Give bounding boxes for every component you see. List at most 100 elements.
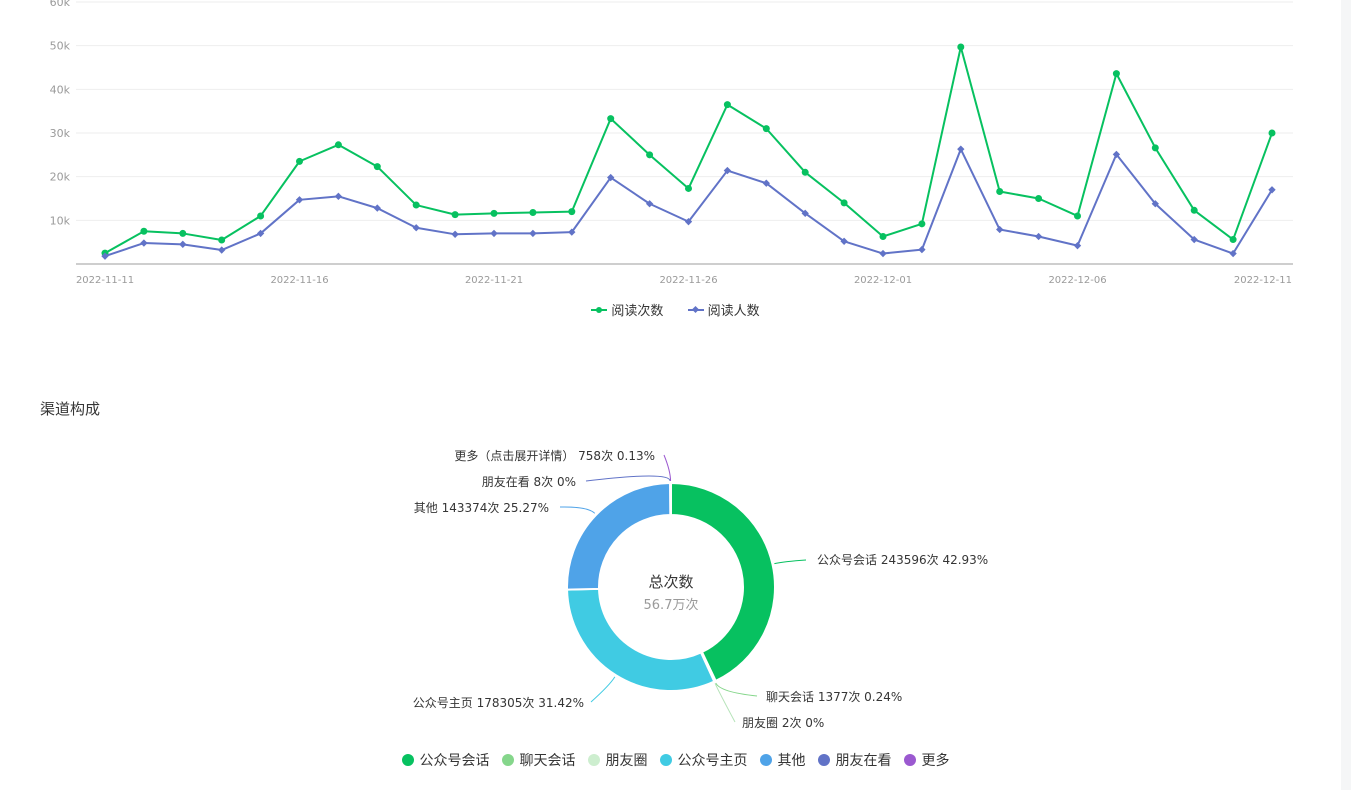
callout-line-6 <box>663 454 672 482</box>
data-point-s0-24[interactable] <box>1035 195 1043 202</box>
data-point-s0-11[interactable] <box>529 208 537 216</box>
data-point-s1-25[interactable] <box>1073 241 1082 250</box>
donut-slice-6[interactable] <box>669 481 672 517</box>
donut-slice-1[interactable] <box>699 650 718 683</box>
data-point-s1-6[interactable] <box>334 192 343 200</box>
data-point-s0-12[interactable] <box>568 208 576 216</box>
donut-legend-label-0: 公众号会话 <box>419 753 490 769</box>
data-point-s1-19[interactable] <box>840 237 848 245</box>
x-tick-label: 2022-12-06 <box>1048 275 1106 286</box>
data-point-s1-18[interactable] <box>801 209 809 218</box>
series-line-1 <box>104 148 1273 258</box>
data-point-s0-8[interactable] <box>412 201 420 209</box>
data-point-s0-1[interactable] <box>140 227 148 235</box>
donut-legend: 公众号会话 聊天会话 朋友圈 公众号主页 其他 朋友在看 更多 <box>0 750 1351 770</box>
legend-item-read-count[interactable]: 阅读次数 <box>591 300 663 319</box>
data-point-s0-19[interactable] <box>840 199 848 207</box>
legend-label-read-count: 阅读次数 <box>611 304 664 319</box>
data-point-s0-29[interactable] <box>1229 236 1237 244</box>
data-point-s1-3[interactable] <box>218 246 226 254</box>
data-point-s0-13[interactable] <box>607 115 615 123</box>
data-point-s0-5[interactable] <box>296 157 303 165</box>
donut-center-title: 总次数 <box>648 573 693 591</box>
donut-legend-item-6[interactable]: 更多 <box>903 750 950 770</box>
donut-legend-label-4: 其他 <box>777 753 806 769</box>
data-point-s0-21[interactable] <box>918 220 926 228</box>
callout-line-2 <box>714 683 736 723</box>
donut-legend-item-2[interactable]: 朋友圈 <box>587 750 648 770</box>
donut-legend-swatch-5 <box>817 754 830 766</box>
section-title: 渠道构成 <box>40 400 101 418</box>
donut-slice-3[interactable] <box>566 587 716 692</box>
donut-legend-swatch-6 <box>903 754 916 766</box>
data-point-s1-8[interactable] <box>412 224 420 232</box>
data-point-s1-27[interactable] <box>1151 200 1159 208</box>
donut-legend-label-1: 聊天会话 <box>519 753 576 769</box>
data-point-s1-23[interactable] <box>996 225 1004 234</box>
y-tick-label: 50k <box>50 40 71 53</box>
data-point-s1-10[interactable] <box>490 229 498 238</box>
donut-legend-swatch-0 <box>401 754 414 766</box>
data-point-s1-2[interactable] <box>179 240 187 249</box>
callout-label-6: 更多（点击展开详情） 758次 0.13% <box>454 448 655 463</box>
x-tick-label: 2022-11-21 <box>465 275 523 286</box>
data-point-s0-6[interactable] <box>334 141 342 149</box>
donut-slice-4[interactable] <box>566 481 672 591</box>
donut-slice-0[interactable] <box>670 481 776 683</box>
data-point-s0-20[interactable] <box>879 232 887 240</box>
donut-legend-item-4[interactable]: 其他 <box>759 750 806 770</box>
data-point-s0-4[interactable] <box>257 212 265 220</box>
data-point-s0-18[interactable] <box>801 168 809 176</box>
y-tick-label: 40k <box>50 83 71 96</box>
data-point-s0-15[interactable] <box>685 184 692 192</box>
data-point-s1-21[interactable] <box>918 245 926 254</box>
x-tick-label: 2022-12-01 <box>854 275 912 286</box>
data-point-s0-14[interactable] <box>646 151 654 159</box>
data-point-s0-9[interactable] <box>451 211 459 219</box>
callout-line-5 <box>585 475 671 482</box>
data-point-s1-9[interactable] <box>451 230 459 238</box>
data-point-s0-30[interactable] <box>1268 129 1276 137</box>
callout-line-4 <box>559 506 596 514</box>
data-point-s0-27[interactable] <box>1151 144 1159 152</box>
data-point-s0-28[interactable] <box>1190 206 1198 214</box>
donut-legend-label-6: 更多 <box>921 753 950 769</box>
data-point-s0-22[interactable] <box>957 43 965 51</box>
data-point-s1-4[interactable] <box>256 229 265 238</box>
callout-line-0 <box>774 559 807 565</box>
callout-label-1: 聊天会话 1377次 0.24% <box>766 690 902 704</box>
data-point-s0-2[interactable] <box>179 229 187 237</box>
callout-label-3: 公众号主页 178305次 31.42% <box>413 696 584 710</box>
data-point-s0-17[interactable] <box>762 125 770 133</box>
data-point-s0-10[interactable] <box>490 209 498 217</box>
data-point-s1-1[interactable] <box>140 239 148 247</box>
data-point-s0-25[interactable] <box>1074 212 1081 220</box>
donut-legend-item-1[interactable]: 聊天会话 <box>501 750 576 770</box>
data-point-s0-26[interactable] <box>1112 70 1120 78</box>
donut-legend-item-5[interactable]: 朋友在看 <box>817 750 892 770</box>
data-point-s1-13[interactable] <box>607 173 615 182</box>
donut-center-value: 56.7万次 <box>644 597 699 613</box>
donut-legend-item-0[interactable]: 公众号会话 <box>401 750 490 770</box>
data-point-s0-3[interactable] <box>218 236 226 244</box>
legend-swatch-read-count <box>591 304 608 316</box>
y-tick-label: 20k <box>50 171 71 184</box>
line-chart: 10k 20k 30k 40k 50k 60k 2022-11-11 2022-11-16 20… <box>50 0 1293 286</box>
data-point-s0-16[interactable] <box>723 101 731 109</box>
legend-item-reader-count[interactable]: 阅读人数 <box>687 300 760 319</box>
data-point-s1-14[interactable] <box>645 200 654 208</box>
data-point-s0-7[interactable] <box>373 163 381 171</box>
data-point-s0-23[interactable] <box>996 188 1004 196</box>
data-point-s1-24[interactable] <box>1034 232 1043 241</box>
x-tick-label: 2022-11-16 <box>270 275 328 286</box>
x-tick-label: 2022-11-11 <box>76 275 134 286</box>
data-point-s1-7[interactable] <box>373 204 381 212</box>
data-point-s1-11[interactable] <box>529 229 537 238</box>
data-point-s1-12[interactable] <box>568 228 576 236</box>
data-point-s1-16[interactable] <box>723 166 732 175</box>
callout-label-0: 公众号会话 243596次 42.93% <box>817 553 988 567</box>
donut-legend-item-3[interactable]: 公众号主页 <box>659 750 748 770</box>
y-tick-label: 60k <box>50 0 71 9</box>
data-point-s1-22[interactable] <box>957 145 965 153</box>
data-point-s1-20[interactable] <box>879 249 887 258</box>
